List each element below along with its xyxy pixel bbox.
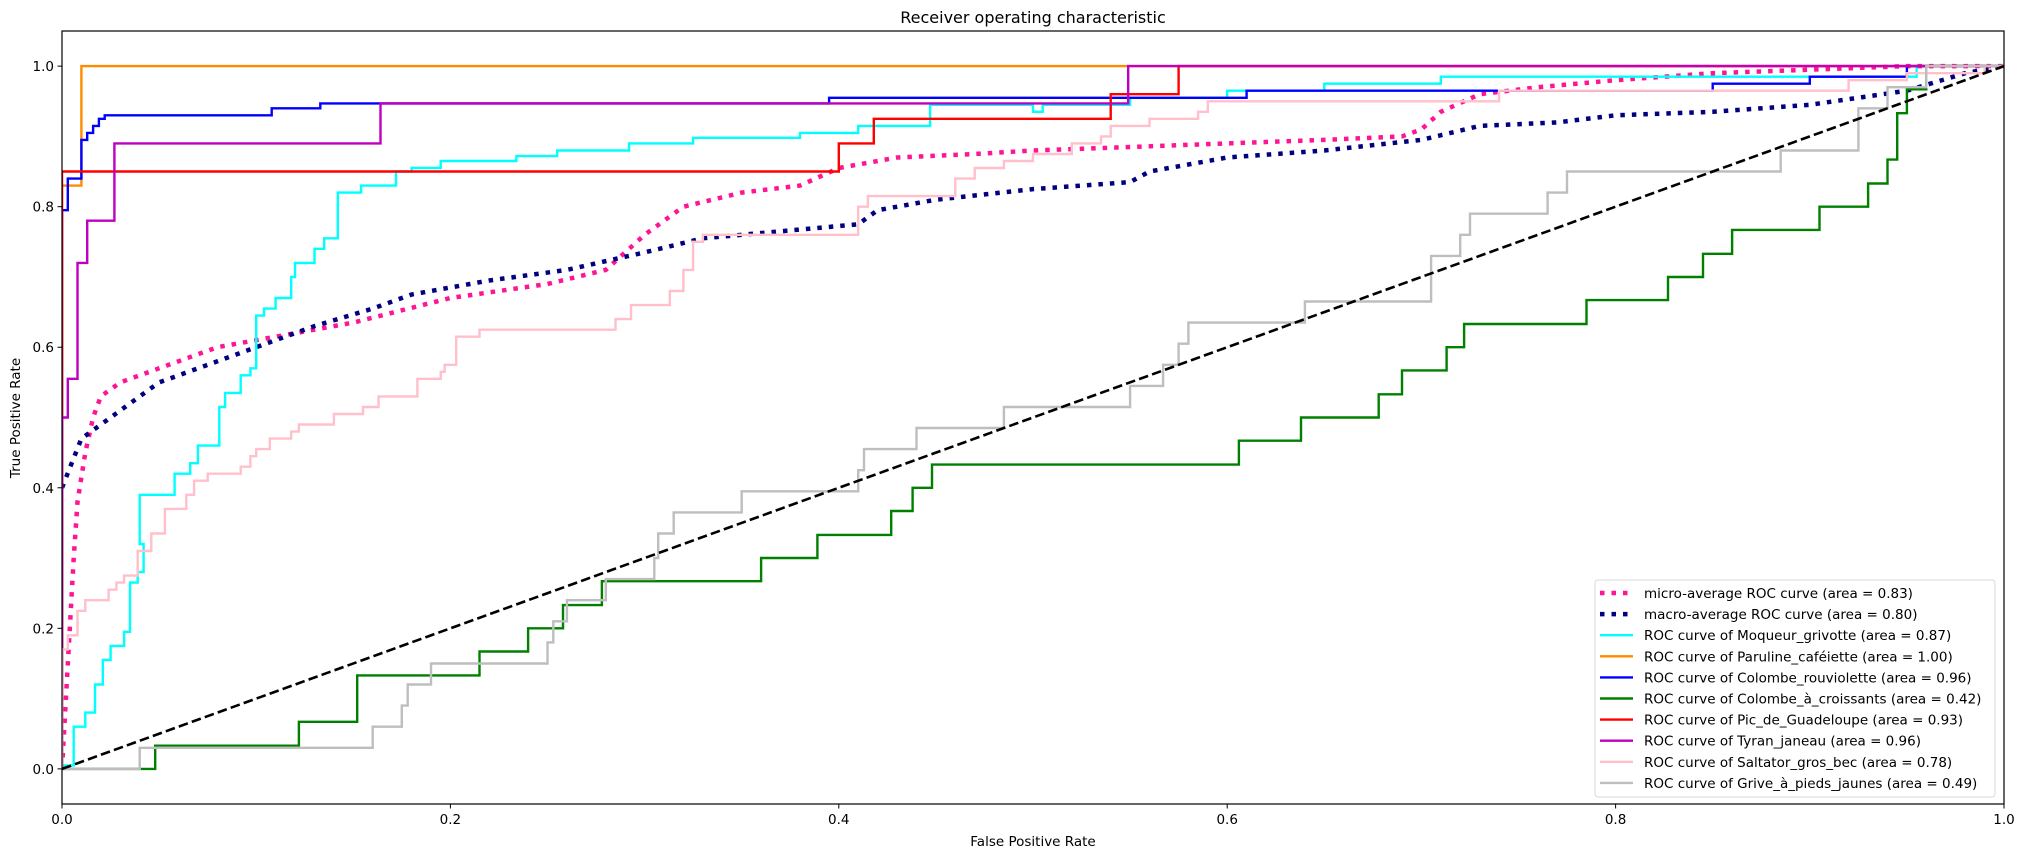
legend-label: ROC curve of Paruline_caféiette (area = … [1644,649,1953,665]
roc-series-line [62,63,2004,770]
legend-label: ROC curve of Saltator_gros_bec (area = 0… [1644,755,1952,771]
axis-ticks: 0.0 0.2 0.4 0.6 0.8 1.0 0.0 0.2 0.4 0.6 0.8 1.0 [33,59,2015,828]
roc-series-line [62,64,2004,769]
x-tick-label: 0.8 [1605,812,1626,828]
y-tick-label: 0.6 [33,340,54,356]
legend-label: ROC curve of Colombe_rouviolette (area =… [1644,670,1972,686]
y-tick-label: 0.8 [33,200,54,216]
legend-box [1594,579,1996,798]
y-axis-label: True Positive Rate [8,358,24,479]
roc-series-line [62,64,2004,769]
roc-series-line [62,64,2004,769]
legend-label: micro-average ROC curve (area = 0.83) [1644,586,1913,602]
x-tick-label: 1.0 [1993,812,2014,828]
roc-series-line [62,64,2004,771]
roc-series-line [62,64,2004,769]
y-tick-label: 0.2 [33,621,54,637]
roc-series-line [62,63,2004,489]
roc-series-line [62,64,2004,769]
legend-label: ROC curve of Grive_à_pieds_jaunes (area … [1644,776,1977,792]
legend-label: ROC curve of Colombe_à_croissants (area … [1644,692,1981,708]
legend-label: ROC curve of Pic_de_Guadeloupe (area = 0… [1644,713,1963,729]
x-axis-label: False Positive Rate [970,834,1095,850]
roc-series-line [62,64,2004,769]
x-tick-label: 0.0 [51,812,72,828]
plot-frame [61,30,2005,805]
roc-series-line [62,64,2004,771]
legend-label: ROC curve of Moqueur_grivotte (area = 0.… [1644,628,1951,644]
legend: micro-average ROC curve (area = 0.83) mac… [1594,579,1996,798]
x-tick-label: 0.4 [828,812,849,828]
y-tick-label: 0.0 [33,762,54,778]
legend-label: macro-average ROC curve (area = 0.80) [1644,607,1917,623]
x-tick-label: 0.6 [1216,812,1237,828]
y-tick-label: 1.0 [33,59,54,75]
chart-title: Receiver operating characteristic [900,8,1166,27]
y-tick-label: 0.4 [33,481,54,497]
legend-label: ROC curve of Tyran_janeau (area = 0.96) [1644,734,1921,750]
x-tick-label: 0.2 [440,812,461,828]
